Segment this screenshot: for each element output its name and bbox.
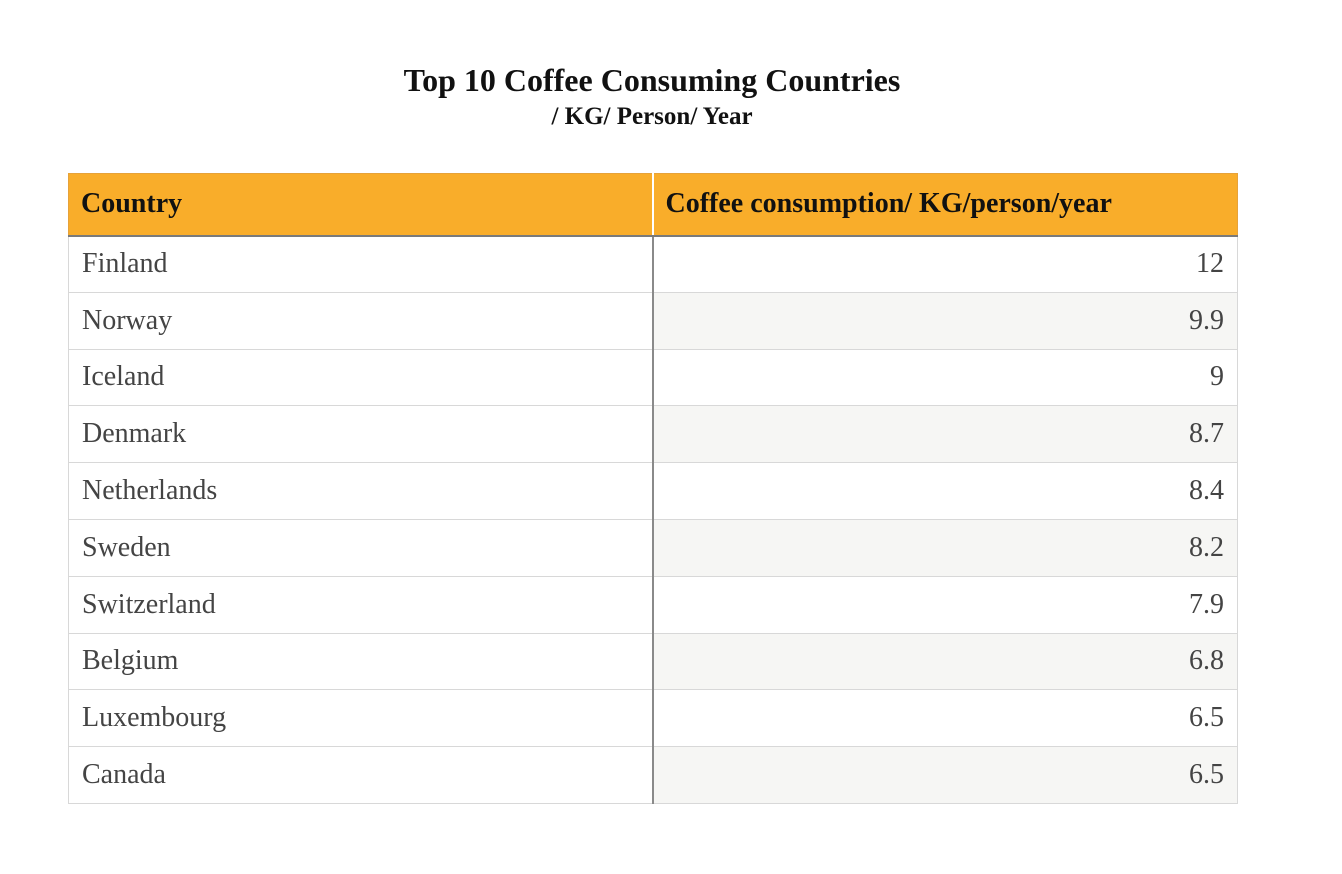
column-header-consumption: Coffee consumption/ KG/person/year bbox=[651, 173, 1238, 237]
consumption-value-cell: 8.4 bbox=[652, 462, 1238, 520]
chart-title: Top 10 Coffee Consuming Countries bbox=[403, 62, 901, 98]
header-row: Country Coffee consumption/ KG/person/ye… bbox=[68, 173, 1238, 237]
chart-subtitle: / KG/ Person/ Year bbox=[551, 103, 753, 130]
coffee-consumption-table: Country Coffee consumption/ KG/person/ye… bbox=[68, 173, 1238, 804]
country-cell: Sweden bbox=[68, 518, 654, 577]
consumption-value-cell: 6.5 bbox=[652, 746, 1238, 804]
consumption-value-cell: 12 bbox=[652, 235, 1238, 293]
table-header: Country Coffee consumption/ KG/person/ye… bbox=[68, 173, 1238, 237]
consumption-value-cell: 8.2 bbox=[652, 518, 1238, 577]
table-row: Switzerland 7.9 bbox=[68, 575, 1238, 634]
table-row: Finland 12 bbox=[68, 235, 1238, 293]
country-cell: Norway bbox=[68, 291, 654, 350]
country-cell: Luxembourg bbox=[68, 689, 654, 748]
consumption-value-cell: 7.9 bbox=[652, 575, 1238, 634]
country-cell: Belgium bbox=[68, 632, 654, 691]
table-row: Sweden 8.2 bbox=[68, 518, 1238, 577]
table-row: Luxembourg 6.5 bbox=[68, 689, 1238, 748]
table-row: Belgium 6.8 bbox=[68, 632, 1238, 691]
country-cell: Finland bbox=[68, 235, 654, 293]
country-cell: Iceland bbox=[68, 348, 654, 407]
table-row: Canada 6.5 bbox=[68, 746, 1238, 804]
table-row: Iceland 9 bbox=[68, 348, 1238, 407]
table-row: Netherlands 8.4 bbox=[68, 462, 1238, 520]
column-header-country: Country bbox=[68, 173, 653, 237]
consumption-value-cell: 6.8 bbox=[652, 632, 1238, 691]
table-body: Finland 12 Norway 9.9 Iceland 9 Denmark 8.7 Neth… bbox=[68, 235, 1238, 804]
country-cell: Denmark bbox=[68, 405, 654, 464]
country-cell: Switzerland bbox=[68, 575, 654, 634]
consumption-value-cell: 9 bbox=[652, 348, 1238, 407]
title-block: Top 10 Coffee Consuming Countries / KG/ … bbox=[0, 60, 1304, 134]
consumption-value-cell: 8.7 bbox=[652, 405, 1238, 464]
consumption-value-cell: 6.5 bbox=[652, 689, 1238, 748]
country-cell: Canada bbox=[68, 746, 654, 804]
consumption-value-cell: 9.9 bbox=[652, 291, 1238, 350]
table-row: Denmark 8.7 bbox=[68, 405, 1238, 464]
table-row: Norway 9.9 bbox=[68, 291, 1238, 350]
country-cell: Netherlands bbox=[68, 462, 654, 520]
